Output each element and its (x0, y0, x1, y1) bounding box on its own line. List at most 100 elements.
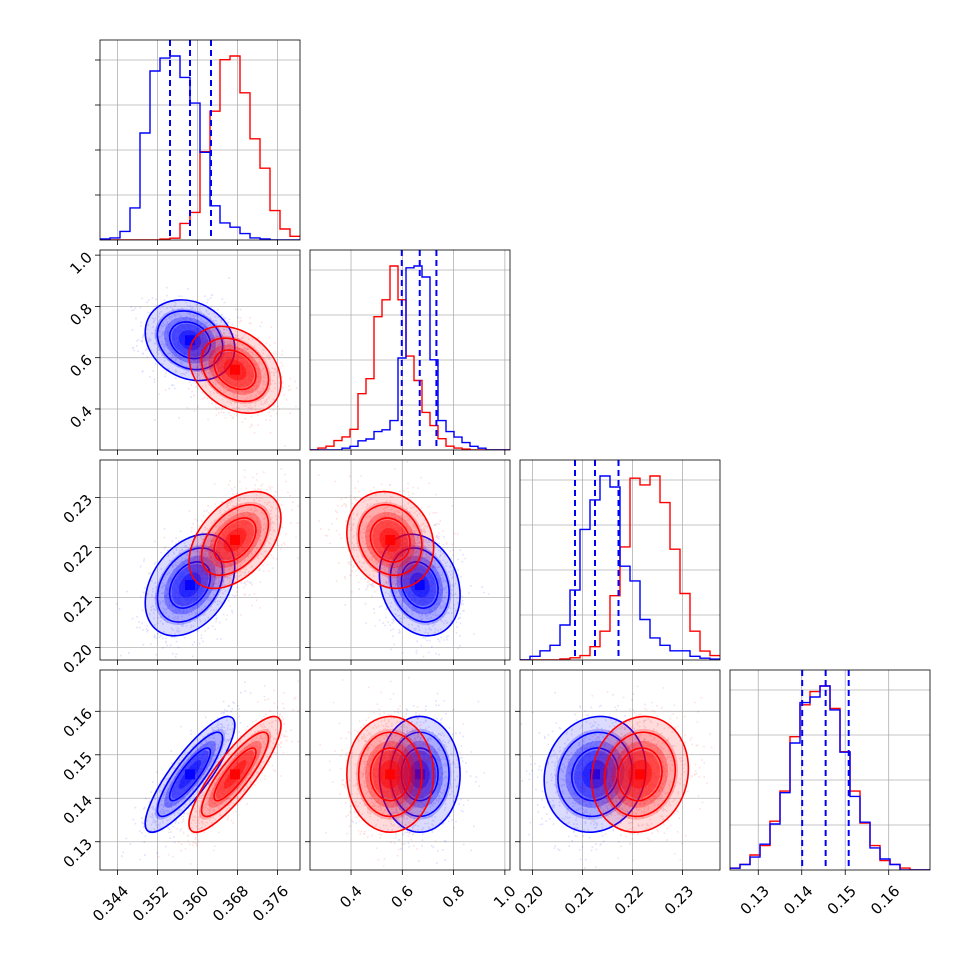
contour-blue (400, 561, 439, 609)
y-tick-label: 0.14 (60, 792, 96, 828)
contour-red (603, 731, 676, 818)
histogram-red-3 (730, 685, 930, 870)
contour-red (346, 715, 435, 834)
density-peak-blue (185, 769, 195, 780)
x-tick-label: 0.14 (780, 882, 816, 918)
panel-1-1 (310, 250, 510, 450)
contour-blue (543, 715, 647, 834)
panel-2-2 (520, 460, 720, 660)
panel-frame-1-0 (99, 249, 301, 451)
panel-frame-0-0 (99, 39, 301, 241)
x-tick-label: 0.8 (439, 882, 469, 912)
contour-red (369, 747, 411, 802)
histogram-blue-2 (520, 475, 720, 660)
density-peak-blue (590, 769, 600, 780)
contour-blue (389, 547, 450, 623)
x-tick-label: 0.360 (169, 882, 212, 925)
contour-red (188, 490, 282, 590)
contour-blue (571, 747, 619, 802)
panel-frame-2-0 (99, 459, 301, 661)
x-tick-label: 0.6 (387, 882, 417, 912)
panel-3-2 (520, 670, 720, 870)
panel-frame-2-1 (309, 459, 511, 661)
y-tick-label: 0.4 (66, 402, 96, 432)
contour-blue (156, 310, 224, 371)
density-peak-blue (414, 580, 425, 590)
contour-red (200, 503, 270, 576)
x-tick-label: 0.20 (511, 882, 547, 918)
scatter-blue (520, 691, 676, 869)
contour-red (346, 490, 435, 590)
contour-red (188, 325, 282, 414)
y-tick-label: 0.13 (60, 835, 96, 871)
histogram-red-2 (520, 475, 720, 660)
panel-3-0 (100, 670, 300, 870)
y-tick-label: 0.20 (60, 641, 96, 677)
contour-blue (156, 731, 224, 818)
panel-frame-3-0 (99, 669, 301, 871)
histogram-blue-3 (730, 685, 930, 870)
contour-red (369, 517, 411, 563)
x-tick-label: 0.352 (129, 882, 172, 925)
histogram-red-1 (310, 265, 510, 450)
x-tick-label: 0.368 (209, 882, 252, 925)
panel-1-0 (100, 250, 300, 450)
scatter-red (155, 468, 299, 624)
contour-red (357, 503, 423, 576)
contour-red (590, 715, 690, 834)
density-peak-red (385, 535, 396, 545)
density-peak-red (230, 535, 240, 545)
scatter-blue (115, 498, 276, 658)
y-tick-label: 0.15 (60, 748, 96, 784)
panel-3-3 (730, 670, 930, 870)
scatter-red (319, 676, 465, 867)
y-tick-label: 0.22 (60, 541, 96, 577)
scatter-blue (130, 277, 262, 421)
density-peak-red (230, 364, 240, 375)
panel-3-1 (310, 670, 510, 870)
density-peak-red (635, 769, 645, 780)
contour-blue (168, 561, 212, 609)
panel-frame-1-1 (309, 249, 511, 451)
contour-blue (400, 747, 439, 802)
contour-blue (144, 533, 236, 637)
density-peak-blue (185, 335, 195, 346)
contour-red (213, 747, 257, 802)
contour-red (200, 337, 270, 403)
y-tick-label: 0.21 (60, 591, 96, 627)
x-tick-label: 0.22 (611, 882, 647, 918)
density-peak-red (230, 769, 240, 780)
x-tick-label: 0.23 (661, 882, 697, 918)
x-tick-label: 0.4 (336, 882, 366, 912)
histogram-blue-1 (310, 265, 510, 450)
scatter-blue (121, 681, 266, 861)
density-peak-blue (185, 580, 195, 590)
contour-blue (378, 715, 461, 834)
density-peak-red (385, 769, 396, 780)
panel-2-0 (100, 460, 300, 660)
panel-2-1 (310, 460, 510, 660)
contour-red (213, 517, 257, 563)
panel-frame-2-2 (519, 459, 721, 661)
density-peak-blue (414, 769, 425, 780)
y-tick-label: 0.16 (60, 705, 96, 741)
contour-red (357, 731, 423, 818)
contour-red (200, 731, 270, 818)
y-tick-label: 0.6 (66, 351, 96, 381)
y-tick-label: 0.8 (66, 300, 96, 330)
panel-frame-3-3 (729, 669, 931, 871)
contour-blue (168, 747, 212, 802)
scatter-red (158, 308, 298, 447)
contour-blue (168, 321, 212, 360)
x-tick-label: 0.376 (249, 882, 292, 925)
x-tick-label: 0.13 (737, 882, 773, 918)
panel-frame-3-1 (309, 669, 511, 871)
panel-0-0 (100, 40, 300, 240)
y-tick-label: 0.23 (60, 491, 96, 527)
x-tick-label: 0.21 (561, 882, 597, 918)
x-tick-label: 0.344 (89, 882, 132, 925)
x-tick-label: 0.15 (824, 882, 860, 918)
panel-frame-3-2 (519, 669, 721, 871)
scatter-red (157, 680, 300, 865)
